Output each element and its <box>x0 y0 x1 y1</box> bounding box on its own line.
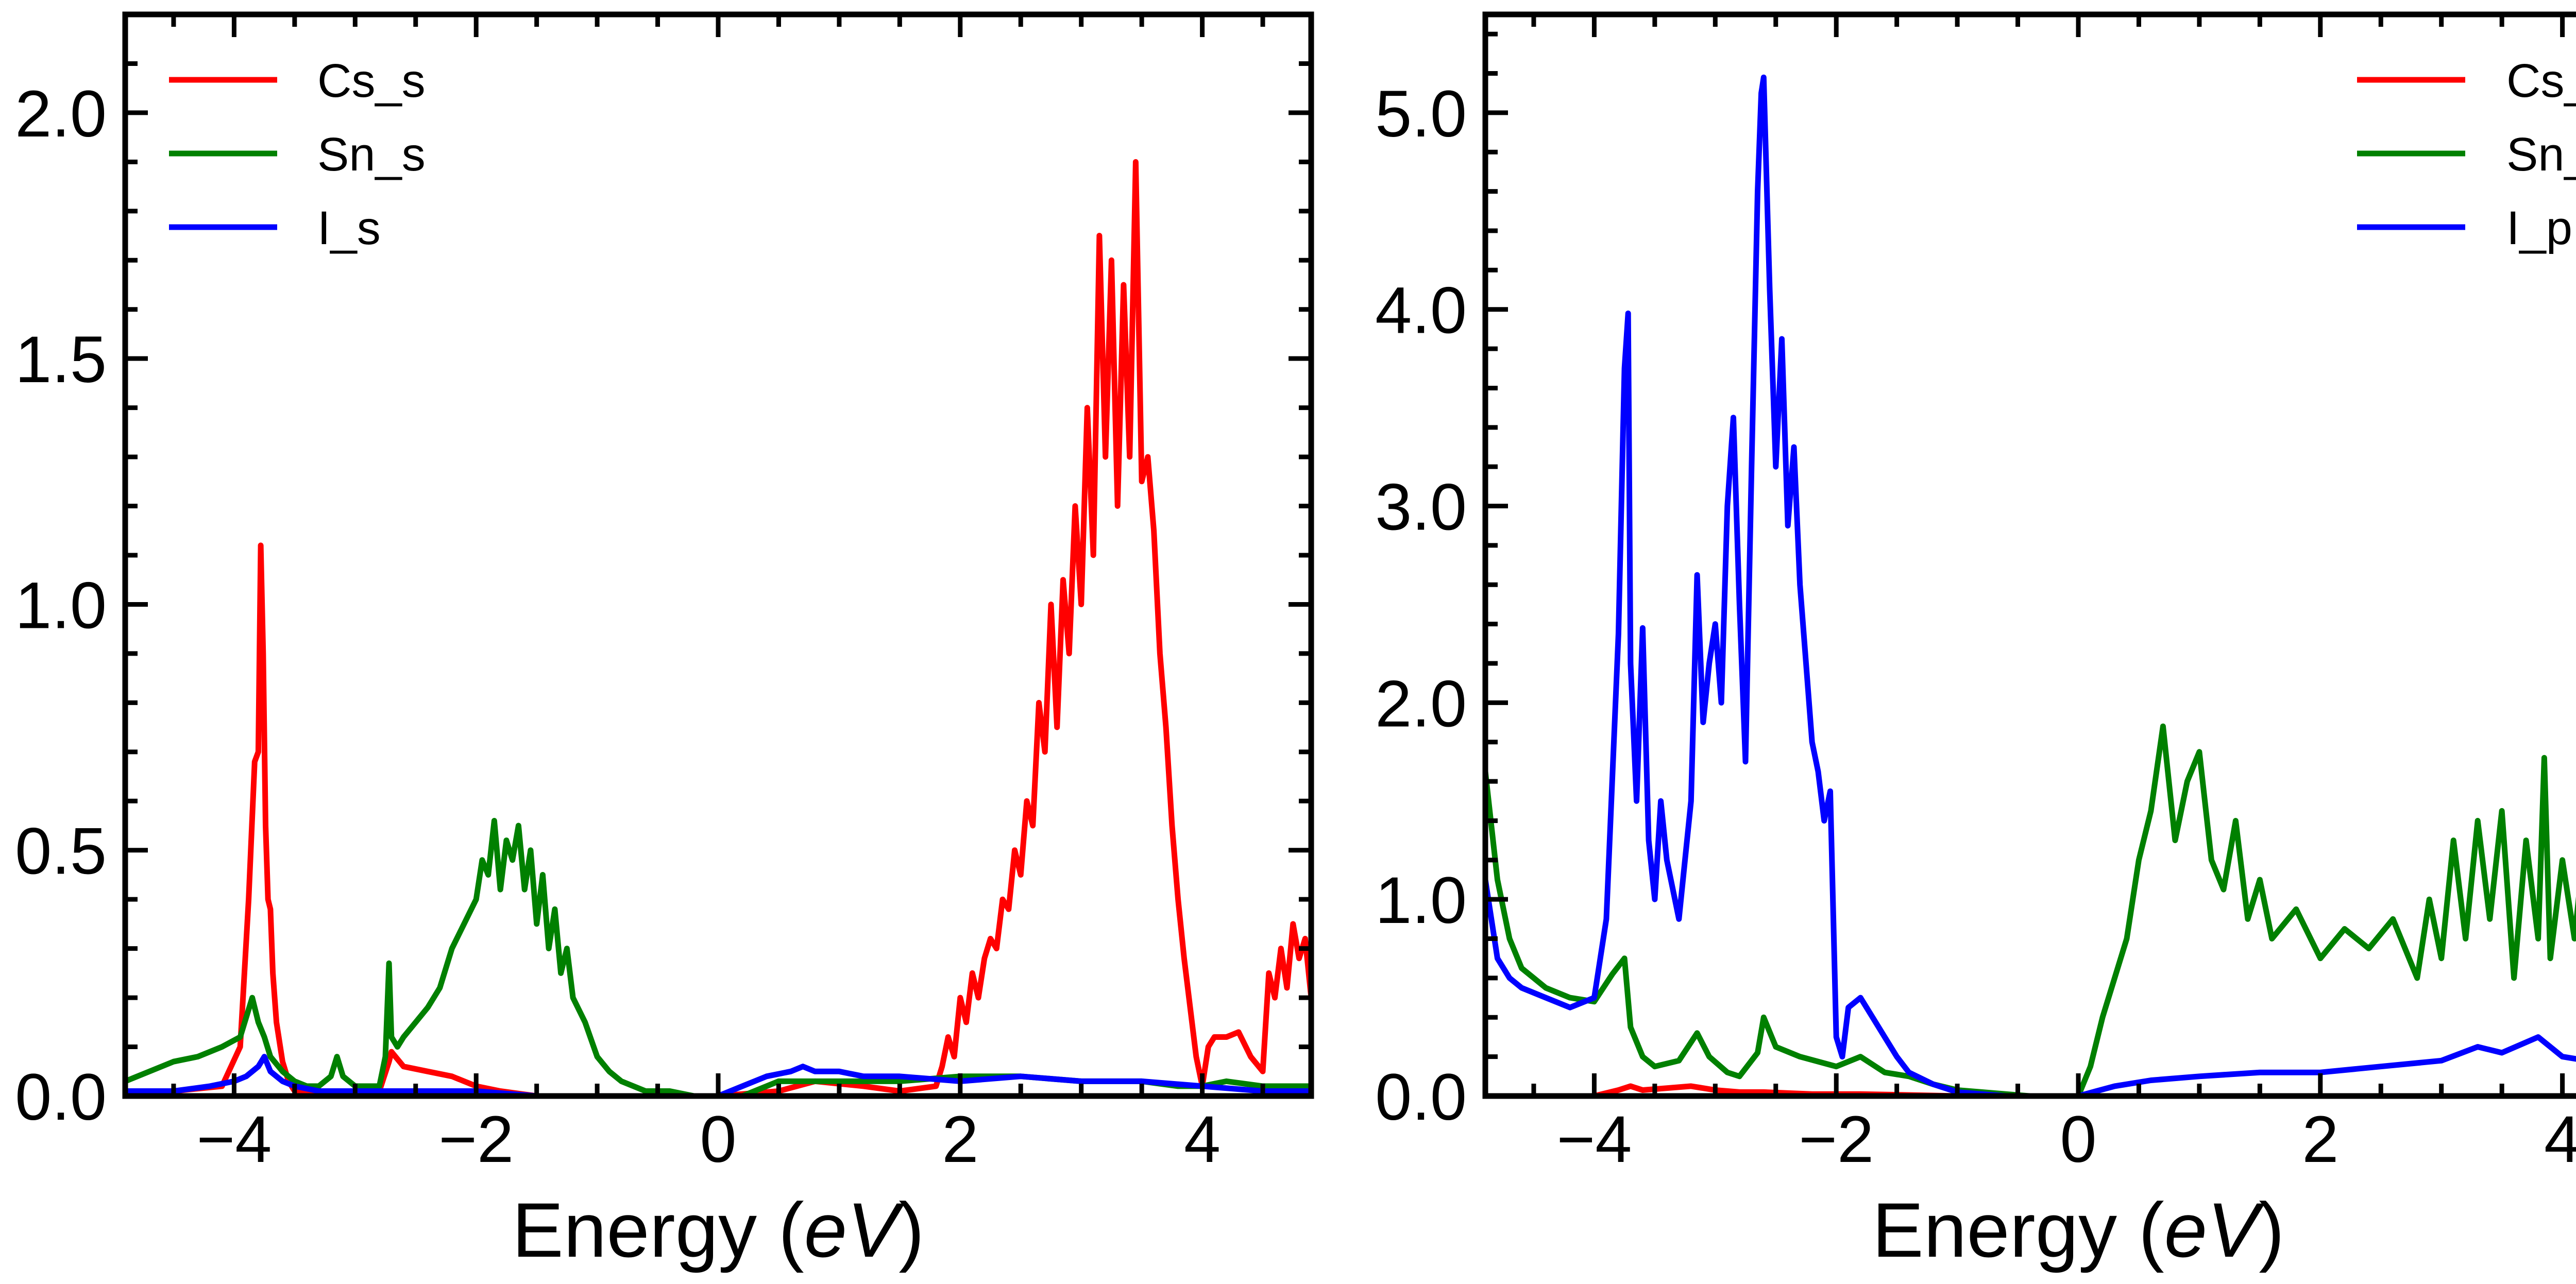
legend-label-i-p: I_p <box>2506 202 2572 254</box>
x-axis-title-unit: eV <box>804 1187 905 1273</box>
legend-label-i-s: I_s <box>317 202 381 254</box>
y-tick-label: 3.0 <box>1375 471 1467 544</box>
x-axis-title-text: Energy ( <box>1872 1187 2164 1273</box>
chart-panel-left: −4 −2 0 2 4 0.0 0.5 1.0 1.5 2.0 Energy (eV) Cs_s Sn_… <box>15 11 1314 1273</box>
chart-panel-right: −4 −2 0 2 4 0.0 1.0 2.0 3.0 4.0 5.0 Energy (eV) Cs_p… <box>1375 11 2576 1273</box>
legend-label-cs-s: Cs_s <box>317 55 426 107</box>
series-line-sn-s <box>125 818 1311 1096</box>
x-axis-title-close: ) <box>2259 1187 2284 1273</box>
x-tick-label: −2 <box>438 1103 514 1176</box>
y-tick-label: 1.5 <box>15 323 107 397</box>
x-tick-label: −4 <box>196 1103 272 1176</box>
x-tick-label: 0 <box>700 1103 736 1176</box>
x-axis-title-text: Energy ( <box>512 1187 804 1273</box>
y-tick-label: 1.0 <box>1375 864 1467 937</box>
y-tick-label: 0.0 <box>15 1060 107 1134</box>
x-tick-label: 2 <box>942 1103 978 1176</box>
legend-label-cs-p: Cs_p <box>2506 55 2576 107</box>
series-lines <box>125 159 1311 1096</box>
x-tick-label: −4 <box>1556 1103 1632 1176</box>
legend-label-sn-p: Sn_p <box>2506 128 2576 181</box>
y-tick-label: 1.0 <box>15 569 107 642</box>
y-tick-label: 5.0 <box>1375 77 1467 151</box>
legend-label-sn-s: Sn_s <box>317 128 426 181</box>
legend: Cs_p Sn_p I_p <box>2357 55 2576 254</box>
x-tick-label: 0 <box>2060 1103 2096 1176</box>
x-axis-title-close: ) <box>899 1187 924 1273</box>
x-axis-title: Energy (eV) <box>512 1187 924 1273</box>
y-tick-label: 0.5 <box>15 815 107 888</box>
series-line-cs-p <box>1485 1083 2576 1096</box>
legend: Cs_s Sn_s I_s <box>169 55 426 254</box>
y-tick-label: 4.0 <box>1375 274 1467 348</box>
x-tick-label: −2 <box>1799 1103 1874 1176</box>
y-tick-label: 0.0 <box>1375 1060 1467 1134</box>
y-tick-label: 2.0 <box>1375 667 1467 741</box>
series-line-sn-p <box>1485 723 2576 1096</box>
series-line-i-p <box>1485 74 2576 1096</box>
series-line-i-s <box>125 1054 1311 1096</box>
x-axis-title: Energy (eV) <box>1872 1187 2284 1273</box>
x-tick-label: 4 <box>1184 1103 1221 1176</box>
x-tick-label: 2 <box>2302 1103 2338 1176</box>
series-lines <box>1485 74 2576 1096</box>
y-tick-label: 2.0 <box>15 77 107 151</box>
x-axis-title-unit: eV <box>2164 1187 2265 1273</box>
x-tick-label: 4 <box>2544 1103 2576 1176</box>
